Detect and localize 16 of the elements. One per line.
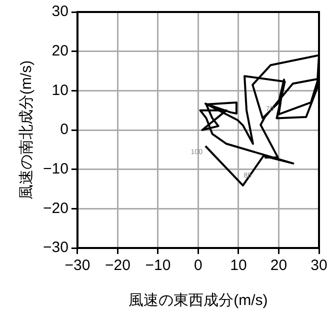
x-tick-label: 20 xyxy=(270,257,288,274)
y-tick-label: 30 xyxy=(52,3,68,20)
x-tick-label: 0 xyxy=(194,257,202,274)
y-tick-label: 0 xyxy=(60,121,68,138)
y-tick-label: 10 xyxy=(52,82,68,99)
x-tick-label: 10 xyxy=(230,257,247,274)
y-tick-label: 20 xyxy=(52,42,68,60)
x-axis-title: 風速の東西成分(m/s) xyxy=(128,292,268,310)
y-tick-label: −10 xyxy=(42,160,68,178)
y-tick-label: −20 xyxy=(42,200,68,217)
x-tick-label: −30 xyxy=(64,257,90,274)
y-axis-title: 風速の南北成分(m/s) xyxy=(18,60,36,200)
x-tick-label: −20 xyxy=(104,257,130,274)
x-tick-label: −10 xyxy=(145,257,171,274)
y-tick-label: −30 xyxy=(42,239,68,256)
x-tick-label: 30 xyxy=(310,257,328,274)
